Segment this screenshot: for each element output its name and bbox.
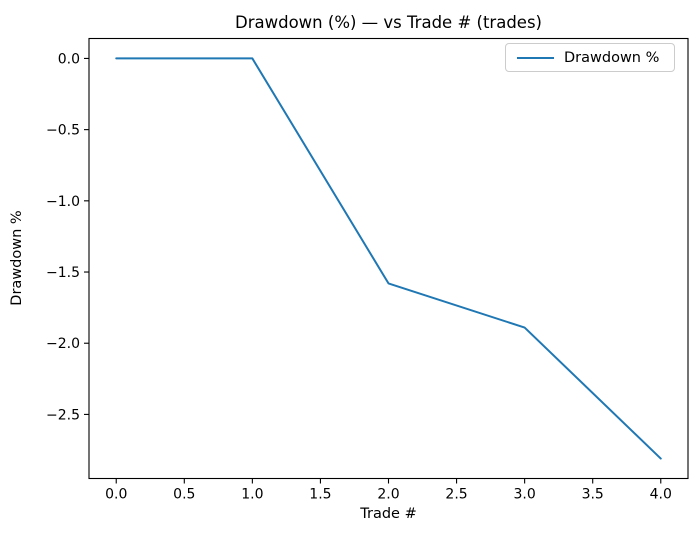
x-tick-label: 1.0	[241, 487, 263, 503]
x-tick-label: 0.5	[173, 487, 195, 503]
axes-frame	[88, 37, 689, 480]
y-tick-label: −1.5	[46, 265, 80, 281]
drawdown-line	[115, 57, 662, 460]
x-tick-label: 3.5	[582, 487, 604, 503]
y-tick-label: −1.0	[46, 194, 80, 210]
x-tick-label: 1.5	[309, 487, 331, 503]
y-axis-label: Drawdown %	[9, 210, 25, 306]
chart-title: Drawdown (%) — vs Trade # (trades)	[235, 13, 542, 32]
x-tick-label: 2.5	[445, 487, 467, 503]
x-tick-label: 3.0	[514, 487, 536, 503]
x-tick-label: 4.0	[650, 487, 672, 503]
y-tick-label: 0.0	[58, 51, 80, 67]
y-tick-label: −0.5	[46, 123, 80, 139]
x-axis-label: Trade #	[360, 506, 417, 522]
y-tick-label: −2.5	[46, 407, 80, 423]
x-tick-label: 2.0	[377, 487, 399, 503]
legend: Drawdown %	[505, 43, 675, 72]
y-tick-label: −2.0	[46, 336, 80, 352]
x-tick-label: 0.0	[105, 487, 127, 503]
legend-label: Drawdown %	[564, 49, 660, 66]
legend-line-sample-icon	[517, 56, 554, 59]
